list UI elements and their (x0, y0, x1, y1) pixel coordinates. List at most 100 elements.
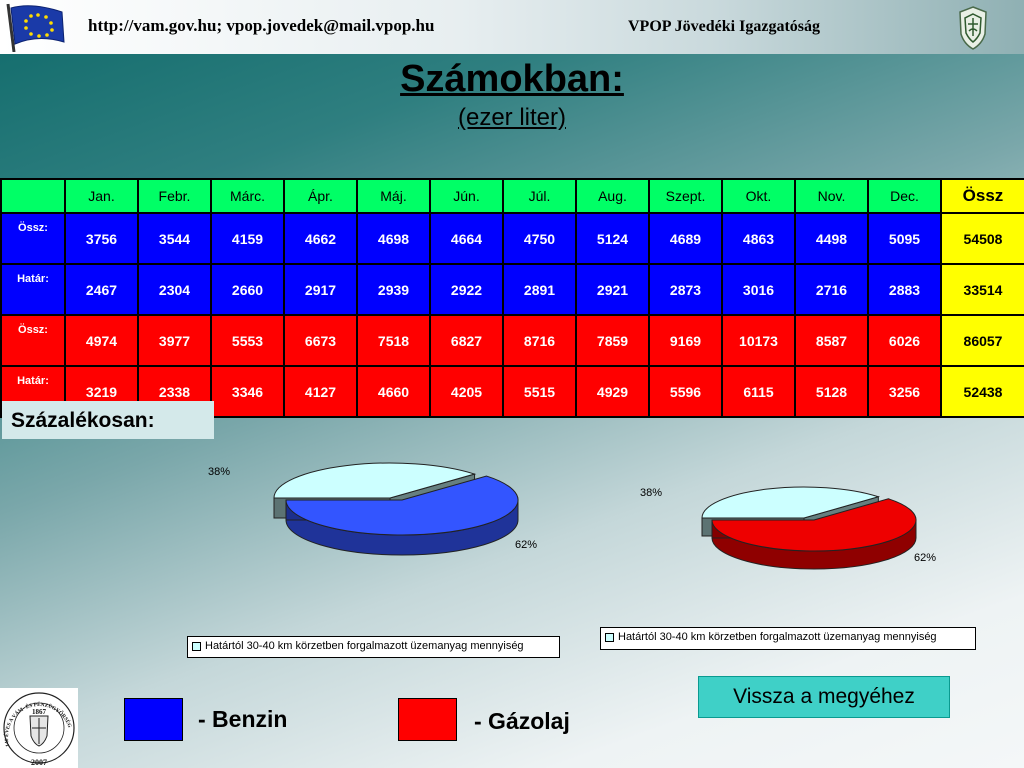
logo-year-bottom: 2007 (31, 758, 47, 767)
table-cell: 4660 (356, 365, 431, 418)
page-title: Számokban: (400, 58, 624, 100)
table-cell: 2883 (867, 263, 942, 316)
column-header: Dec. (867, 178, 942, 214)
gazolaj-swatch (398, 698, 457, 741)
logo-year-top: 1867 (32, 708, 47, 716)
gazolaj-label: - Gázolaj (474, 708, 570, 734)
legend-swatch (605, 632, 614, 642)
pie2-pct-large: 62% (914, 552, 937, 564)
table-row: Össz: 3756 3544 4159 4662 4698 4664 4750 5124 468… (0, 212, 1024, 265)
pie-chart-benzin (273, 462, 519, 556)
table-cell: 4159 (210, 212, 285, 265)
column-header: Máj. (356, 178, 431, 214)
pie-chart-gazolaj (701, 486, 917, 570)
header-org-text: VPOP Jövedéki Igazgatóság (628, 18, 820, 35)
pie-slice-top-large (711, 498, 917, 552)
table-cell: 2716 (794, 263, 869, 316)
table-cell: 5128 (794, 365, 869, 418)
percent-heading: Százalékosan: (2, 401, 214, 439)
table-cell: 3346 (210, 365, 285, 418)
column-header: Össz (940, 178, 1024, 214)
table-cell: 3756 (64, 212, 139, 265)
table-cell: 4698 (356, 212, 431, 265)
column-header: Nov. (794, 178, 869, 214)
legend-swatch (192, 641, 201, 651)
table-cell: 8716 (502, 314, 577, 367)
table-cell: 3544 (137, 212, 212, 265)
pie2-pct-small: 38% (640, 487, 663, 499)
table-cell: 2891 (502, 263, 577, 316)
row-label: Össz: (0, 314, 66, 367)
table-cell: 7518 (356, 314, 431, 367)
pie1-pct-large: 62% (515, 539, 538, 551)
row-label: Határ: (0, 263, 66, 316)
column-header: Jún. (429, 178, 504, 214)
table-cell: 4863 (721, 212, 796, 265)
table-cell: 6026 (867, 314, 942, 367)
pie-slice-top-large (285, 475, 519, 536)
table-cell: 4498 (794, 212, 869, 265)
anniversary-logo: 1867 2007 140 ÉVES A VÁM- ÉS PÉNZÜGYŐRSÉ… (0, 688, 78, 768)
column-header: Okt. (721, 178, 796, 214)
table-cell: 8587 (794, 314, 869, 367)
volume-table: Jan. Febr. Márc. Ápr. Máj. Jún. Júl. Aug. Szept.… (0, 178, 1024, 418)
column-header: Szept. (648, 178, 723, 214)
table-cell: 2660 (210, 263, 285, 316)
pie1-legend-text: Határtól 30-40 km körzetben forgalmazott… (205, 640, 524, 652)
header-corner-cell (0, 178, 66, 214)
table-row: Határ: 2467 2304 2660 2917 2939 2922 2891 2921 28… (0, 263, 1024, 316)
pie2-legend-text: Határtól 30-40 km körzetben forgalmazott… (618, 631, 937, 643)
table-cell: 3977 (137, 314, 212, 367)
pie2-legend: Határtól 30-40 km körzetben forgalmazott… (600, 627, 976, 650)
column-header: Júl. (502, 178, 577, 214)
table-cell: 4662 (283, 212, 358, 265)
table-cell: 4750 (502, 212, 577, 265)
table-cell: 2304 (137, 263, 212, 316)
header-bar: http://vam.gov.hu; vpop.jovedek@mail.vpo… (0, 0, 1024, 54)
table-cell: 4205 (429, 365, 504, 418)
table-cell: 10173 (721, 314, 796, 367)
table-cell: 2917 (283, 263, 358, 316)
column-header: Aug. (575, 178, 650, 214)
table-cell: 6115 (721, 365, 796, 418)
customs-emblem-icon (959, 6, 987, 50)
table-cell: 4929 (575, 365, 650, 418)
table-cell: 5515 (502, 365, 577, 418)
table-cell: 4127 (283, 365, 358, 418)
pie1-legend: Határtól 30-40 km körzetben forgalmazott… (187, 636, 560, 658)
table-cell: 4664 (429, 212, 504, 265)
table-cell: 4974 (64, 314, 139, 367)
column-header: Ápr. (283, 178, 358, 214)
table-cell: 2873 (648, 263, 723, 316)
column-header: Jan. (64, 178, 139, 214)
table-cell: 7859 (575, 314, 650, 367)
pie-slice-top-small (701, 486, 881, 519)
header-url-text: http://vam.gov.hu; vpop.jovedek@mail.vpo… (88, 16, 435, 35)
table-cell: 6673 (283, 314, 358, 367)
table-cell: 5095 (867, 212, 942, 265)
table-cell: 3016 (721, 263, 796, 316)
pie-slice-top-small (273, 462, 477, 499)
total-cell: 86057 (940, 314, 1024, 367)
total-cell: 54508 (940, 212, 1024, 265)
table-cell: 2922 (429, 263, 504, 316)
back-to-county-button[interactable]: Vissza a megyéhez (698, 676, 950, 718)
total-cell: 33514 (940, 263, 1024, 316)
table-cell: 9169 (648, 314, 723, 367)
column-header: Febr. (137, 178, 212, 214)
table-cell: 5124 (575, 212, 650, 265)
total-cell: 52438 (940, 365, 1024, 418)
table-cell: 2467 (64, 263, 139, 316)
table-cell: 6827 (429, 314, 504, 367)
row-label: Össz: (0, 212, 66, 265)
table-cell: 4689 (648, 212, 723, 265)
table-row: Össz: 4974 3977 5553 6673 7518 6827 8716 7859 916… (0, 314, 1024, 367)
pie1-pct-small: 38% (208, 466, 231, 478)
table-cell: 3256 (867, 365, 942, 418)
table-cell: 5596 (648, 365, 723, 418)
table-cell: 2921 (575, 263, 650, 316)
page-subtitle: (ezer liter) (457, 104, 566, 131)
eu-flag-icon (6, 3, 65, 52)
table-cell: 2939 (356, 263, 431, 316)
benzin-label: - Benzin (198, 706, 288, 732)
